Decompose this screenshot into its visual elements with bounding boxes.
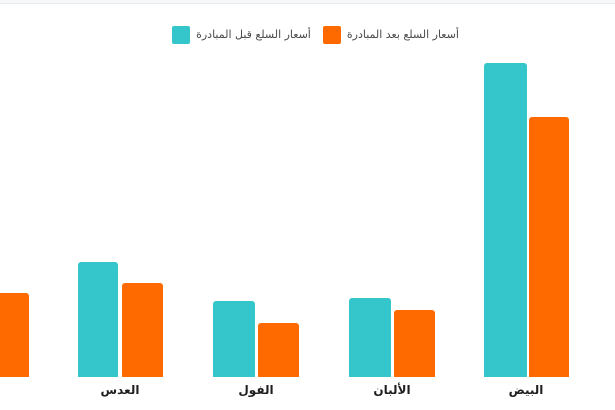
bar-after-الألبان[interactable] (394, 310, 435, 377)
bar-after-الفول[interactable] (258, 323, 299, 377)
bar-after-البيض[interactable] (529, 117, 569, 377)
legend-label-before: أسعار السلع قبل المبادرة (196, 28, 311, 41)
legend-swatch-after-icon (322, 26, 341, 44)
legend-swatch-before-icon (172, 26, 191, 44)
legend-item-after-initiative[interactable]: أسعار السلع بعد المبادرة (322, 26, 459, 44)
bar-before-العدس[interactable] (78, 262, 118, 377)
x-axis-label-العدس: العدس (100, 383, 140, 397)
bar-before-الفول[interactable] (213, 301, 255, 377)
chart-legend: أسعار السلع قبل المبادرة أسعار السلع بعد… (8, 26, 615, 44)
legend-label-after: أسعار السلع بعد المبادرة (346, 28, 459, 41)
bar-before-البيض[interactable] (484, 63, 527, 377)
top-divider-strip (0, 0, 615, 4)
x-axis-label-الفول: الفول (238, 383, 274, 397)
bar-after-partial[interactable] (0, 293, 29, 377)
legend-item-before-initiative[interactable]: أسعار السلع قبل المبادرة (172, 26, 311, 44)
bar-before-الألبان[interactable] (349, 298, 391, 377)
x-axis-label-البيض: البيض (508, 383, 544, 397)
bar-after-العدس[interactable] (122, 283, 163, 377)
x-axis-label-الألبان: الألبان (373, 383, 411, 397)
